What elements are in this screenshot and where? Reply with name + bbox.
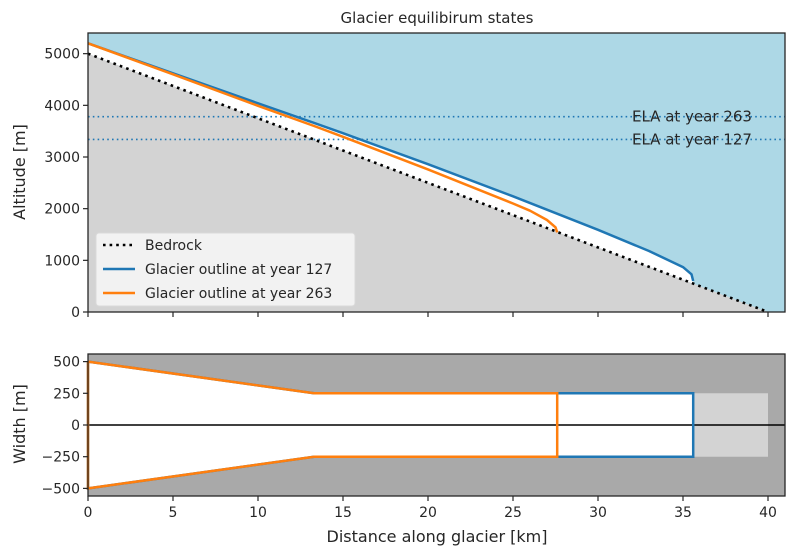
y-tick-label-width-4: −500 <box>42 481 80 497</box>
width-plot-area <box>86 354 785 496</box>
y-tick-label-2000: 2000 <box>44 202 80 218</box>
altitude-frame <box>87 32 786 313</box>
y-tick-label-1000: 1000 <box>44 253 80 269</box>
series-line-bedrock <box>87 52 769 314</box>
x-tick-label-0: 0 <box>84 505 93 521</box>
legend-label-year263: Glacier outline at year 263 <box>145 286 332 302</box>
y-tick-label-width-2: 0 <box>71 418 80 434</box>
x-tick-label-20: 20 <box>419 505 437 521</box>
y-tick-label-3000: 3000 <box>44 150 80 166</box>
altitude-panel: Glacier equilibirum states ELA at year 2… <box>10 9 786 321</box>
y-axis-label-width: Width [m] <box>10 384 29 464</box>
chart-title: Glacier equilibirum states <box>341 9 534 27</box>
x-tick-label-25: 25 <box>504 505 522 521</box>
y-tick-label-width-1: 250 <box>53 386 80 402</box>
legend-box <box>95 232 356 307</box>
y-tick-label-0: 0 <box>71 305 80 321</box>
ela-label-0: ELA at year 263 <box>632 108 752 126</box>
x-tick-label-10: 10 <box>249 505 267 521</box>
legend-label-year127: Glacier outline at year 127 <box>145 262 332 278</box>
y-tick-label-5000: 5000 <box>44 47 80 63</box>
y-tick-label-width-3: −250 <box>42 450 80 466</box>
ela-label-1: ELA at year 127 <box>632 130 752 148</box>
series-line-glacier-outline-at-year-263 <box>87 42 559 233</box>
x-tick-label-5: 5 <box>169 505 178 521</box>
altitude-axes: 0 1000 2000 3000 4000 5000 <box>44 32 786 321</box>
legend: Bedrock Glacier outline at year 127 Glac… <box>95 232 356 307</box>
x-axis-label-distance: Distance along glacier [km] <box>327 527 548 546</box>
x-tick-label-35: 35 <box>674 505 692 521</box>
x-tick-label-30: 30 <box>589 505 607 521</box>
y-tick-label-width-0: 500 <box>53 355 80 371</box>
x-tick-label-40: 40 <box>759 505 777 521</box>
x-tick-label-15: 15 <box>334 505 352 521</box>
y-tick-label-4000: 4000 <box>44 98 80 114</box>
y-axis-label-altitude: Altitude [m] <box>10 124 29 220</box>
series-line-glacier-outline-at-year-127 <box>87 42 695 282</box>
ice-fill-glacier-outline-at-year-263 <box>88 43 558 233</box>
legend-label-bedrock: Bedrock <box>145 238 203 254</box>
